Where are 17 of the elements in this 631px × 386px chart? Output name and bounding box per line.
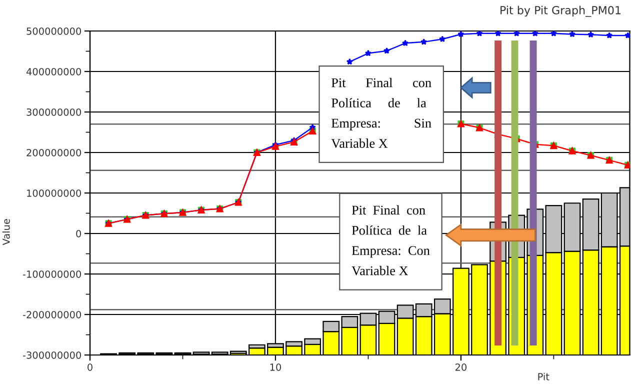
x-tick-label: 20 xyxy=(455,364,466,371)
chart-title: Pit by Pit Graph_PM01 xyxy=(500,6,621,17)
annotation: Pit Final con Política de la Empresa: Sin Variable X xyxy=(331,78,432,148)
y-tick-label: -200000000 xyxy=(22,310,82,318)
y-axis-title: Value xyxy=(2,219,10,246)
y-tick-label: 300000000 xyxy=(26,108,82,116)
x-axis-title: Pit xyxy=(538,372,550,380)
y-tick-label: 400000000 xyxy=(26,68,82,76)
y-tick-label: 500000000 xyxy=(26,27,82,35)
x-tick-label: 0 xyxy=(88,364,92,371)
y-tick-label: 0 xyxy=(76,230,82,238)
y-tick-label: 200000000 xyxy=(26,148,82,156)
x-tick-label: 10 xyxy=(270,364,282,371)
y-tick-label: -100000000 xyxy=(22,270,82,278)
y-tick-label: 100000000 xyxy=(27,189,82,197)
annotation: Pit Final con Política de la Empresa: Con Variable X xyxy=(352,205,430,276)
y-tick-label: -300000000 xyxy=(22,351,82,359)
